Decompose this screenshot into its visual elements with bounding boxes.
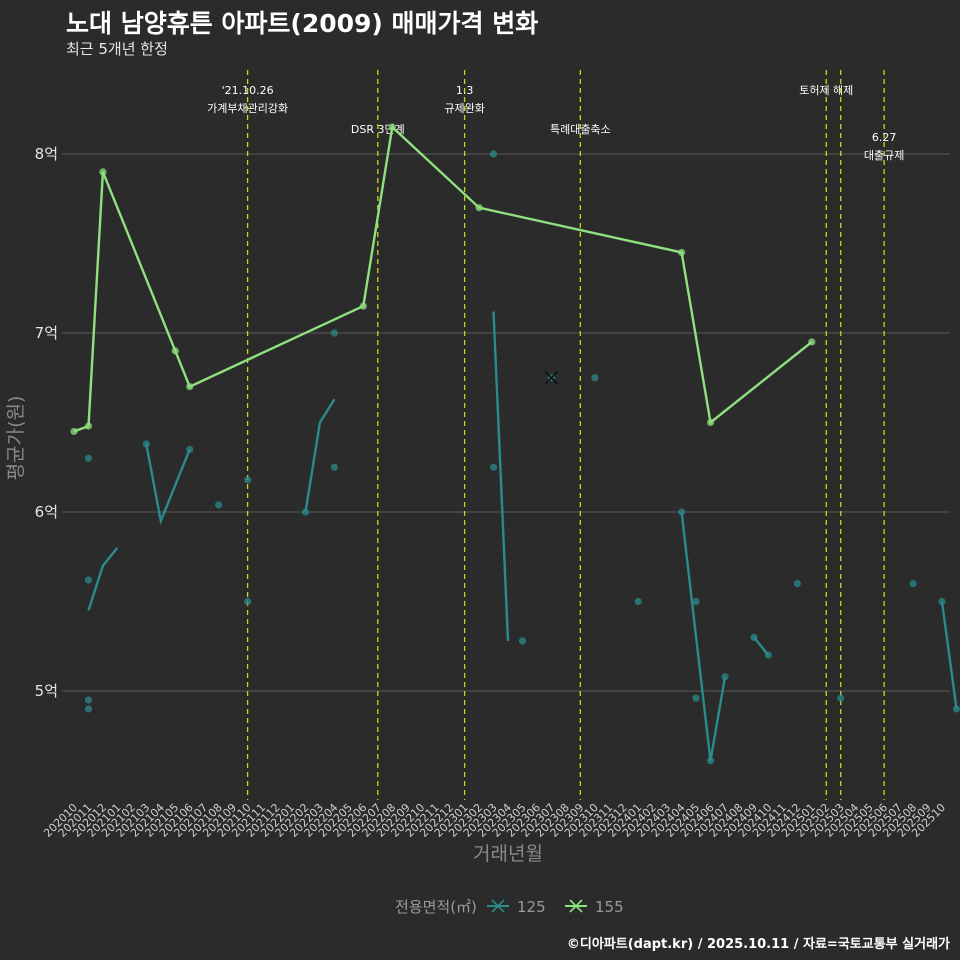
data-point [591,374,599,382]
data-point [952,705,960,713]
y-tick-label: 5억 [35,682,58,700]
data-point [99,168,107,176]
data-point [84,422,93,430]
legend: 전용면적(㎡) 125 155 [395,898,624,916]
data-point [706,418,715,427]
data-point [692,694,700,702]
data-point [84,705,93,713]
y-axis-title: 평균가(원) [5,396,27,481]
data-point [186,445,194,453]
event-label: '21.10.26 [222,84,274,97]
data-point [909,580,917,588]
cross-marker [544,371,558,385]
data-point [186,383,194,391]
legend-key-cross [569,899,583,913]
y-tick-label: 7억 [35,324,58,342]
series-line [73,124,813,433]
event-label: 규제완화 [444,102,484,115]
data-point [84,576,93,584]
chart-subtitle: 최근 5개년 한정 [66,40,168,58]
data-point [84,454,93,462]
data-point [692,597,700,606]
data-point [793,580,801,588]
event-label: 1.3 [456,84,474,97]
series-line [680,511,727,762]
source-caption: ©디아파트(dapt.kr) / 2025.10.11 / 자료=국토교통부 실… [566,937,950,952]
data-point [489,463,498,471]
legend-label: 155 [595,898,624,916]
x-tick-labels: 2020102020112020122021012021022021032021… [41,801,948,840]
data-point [764,651,773,659]
series-line [492,311,510,641]
data-point [518,637,527,645]
data-point [215,501,223,509]
y-tick-label: 6억 [35,503,58,521]
data-point [244,597,252,606]
event-label: 특례대출축소 [550,123,611,136]
data-point [678,508,686,516]
x-axis-title: 거래년월 [473,843,543,865]
data-point [678,248,686,257]
data-point [244,476,252,484]
series-line [304,398,336,513]
data-point [706,757,715,765]
data-point [938,597,946,606]
series-line [940,601,958,710]
y-gridlines [62,153,950,692]
legend-label: 125 [517,898,546,916]
series-layer [70,123,960,765]
data-point [359,302,367,310]
series-line [752,636,770,656]
data-point [388,123,396,131]
event-label: 6.27 [872,131,897,144]
data-point [808,338,816,346]
data-point [837,694,845,702]
data-point [301,508,310,516]
data-point [330,463,338,471]
data-point [489,150,498,158]
data-point [634,597,642,606]
legend-title: 전용면적(㎡) [395,898,477,916]
event-label: 토허제 해제 [799,83,853,97]
series-line [87,547,119,611]
data-point [142,440,150,448]
series-line [145,443,191,526]
legend-key-cross [491,899,505,913]
data-point [171,347,179,355]
data-point [70,427,78,436]
chart-title: 노대 남양휴튼 아파트(2009) 매매가격 변화 [66,9,539,38]
event-label: 대출규제 [864,149,904,162]
data-point [330,329,338,337]
data-point [475,204,483,212]
series-125 [84,150,960,765]
y-tick-labels: 5억 6억 7억 8억 [35,145,58,700]
data-point [750,633,758,641]
event-label: 가계부채관리강화 [207,102,288,115]
data-point [84,696,93,704]
data-point [721,673,729,681]
series-155 [70,123,816,436]
y-tick-label: 8억 [35,145,58,163]
